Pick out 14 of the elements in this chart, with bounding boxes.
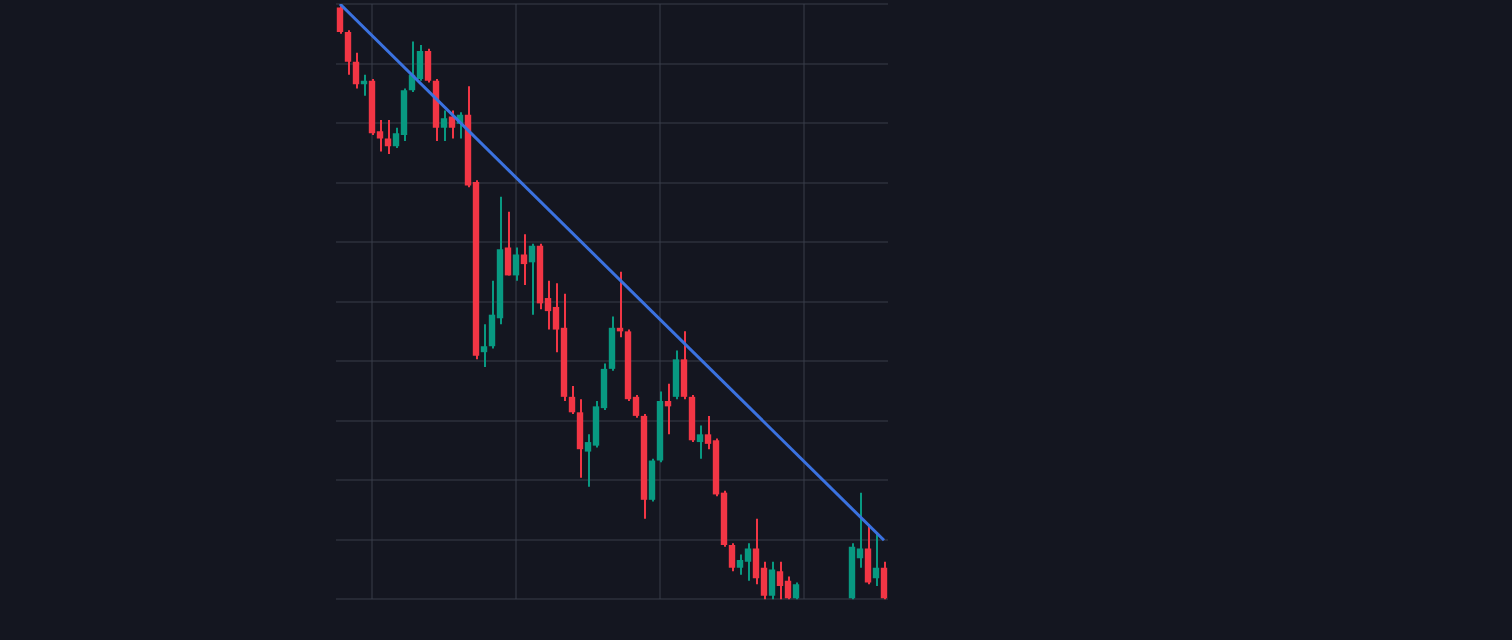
- candlestick: [776, 560, 784, 601]
- candlestick: [528, 242, 536, 316]
- candlestick: [744, 542, 752, 582]
- candlestick: [504, 210, 512, 277]
- candlestick: [880, 560, 888, 601]
- candlestick: [672, 349, 680, 401]
- candlestick: [440, 109, 448, 142]
- candlestick: [448, 109, 456, 140]
- candlestick: [864, 523, 872, 586]
- candlestick: [768, 560, 776, 601]
- candlestick: [696, 424, 704, 460]
- candlestick: [480, 323, 488, 369]
- candlestick: [736, 553, 744, 576]
- candlestick: [512, 246, 520, 282]
